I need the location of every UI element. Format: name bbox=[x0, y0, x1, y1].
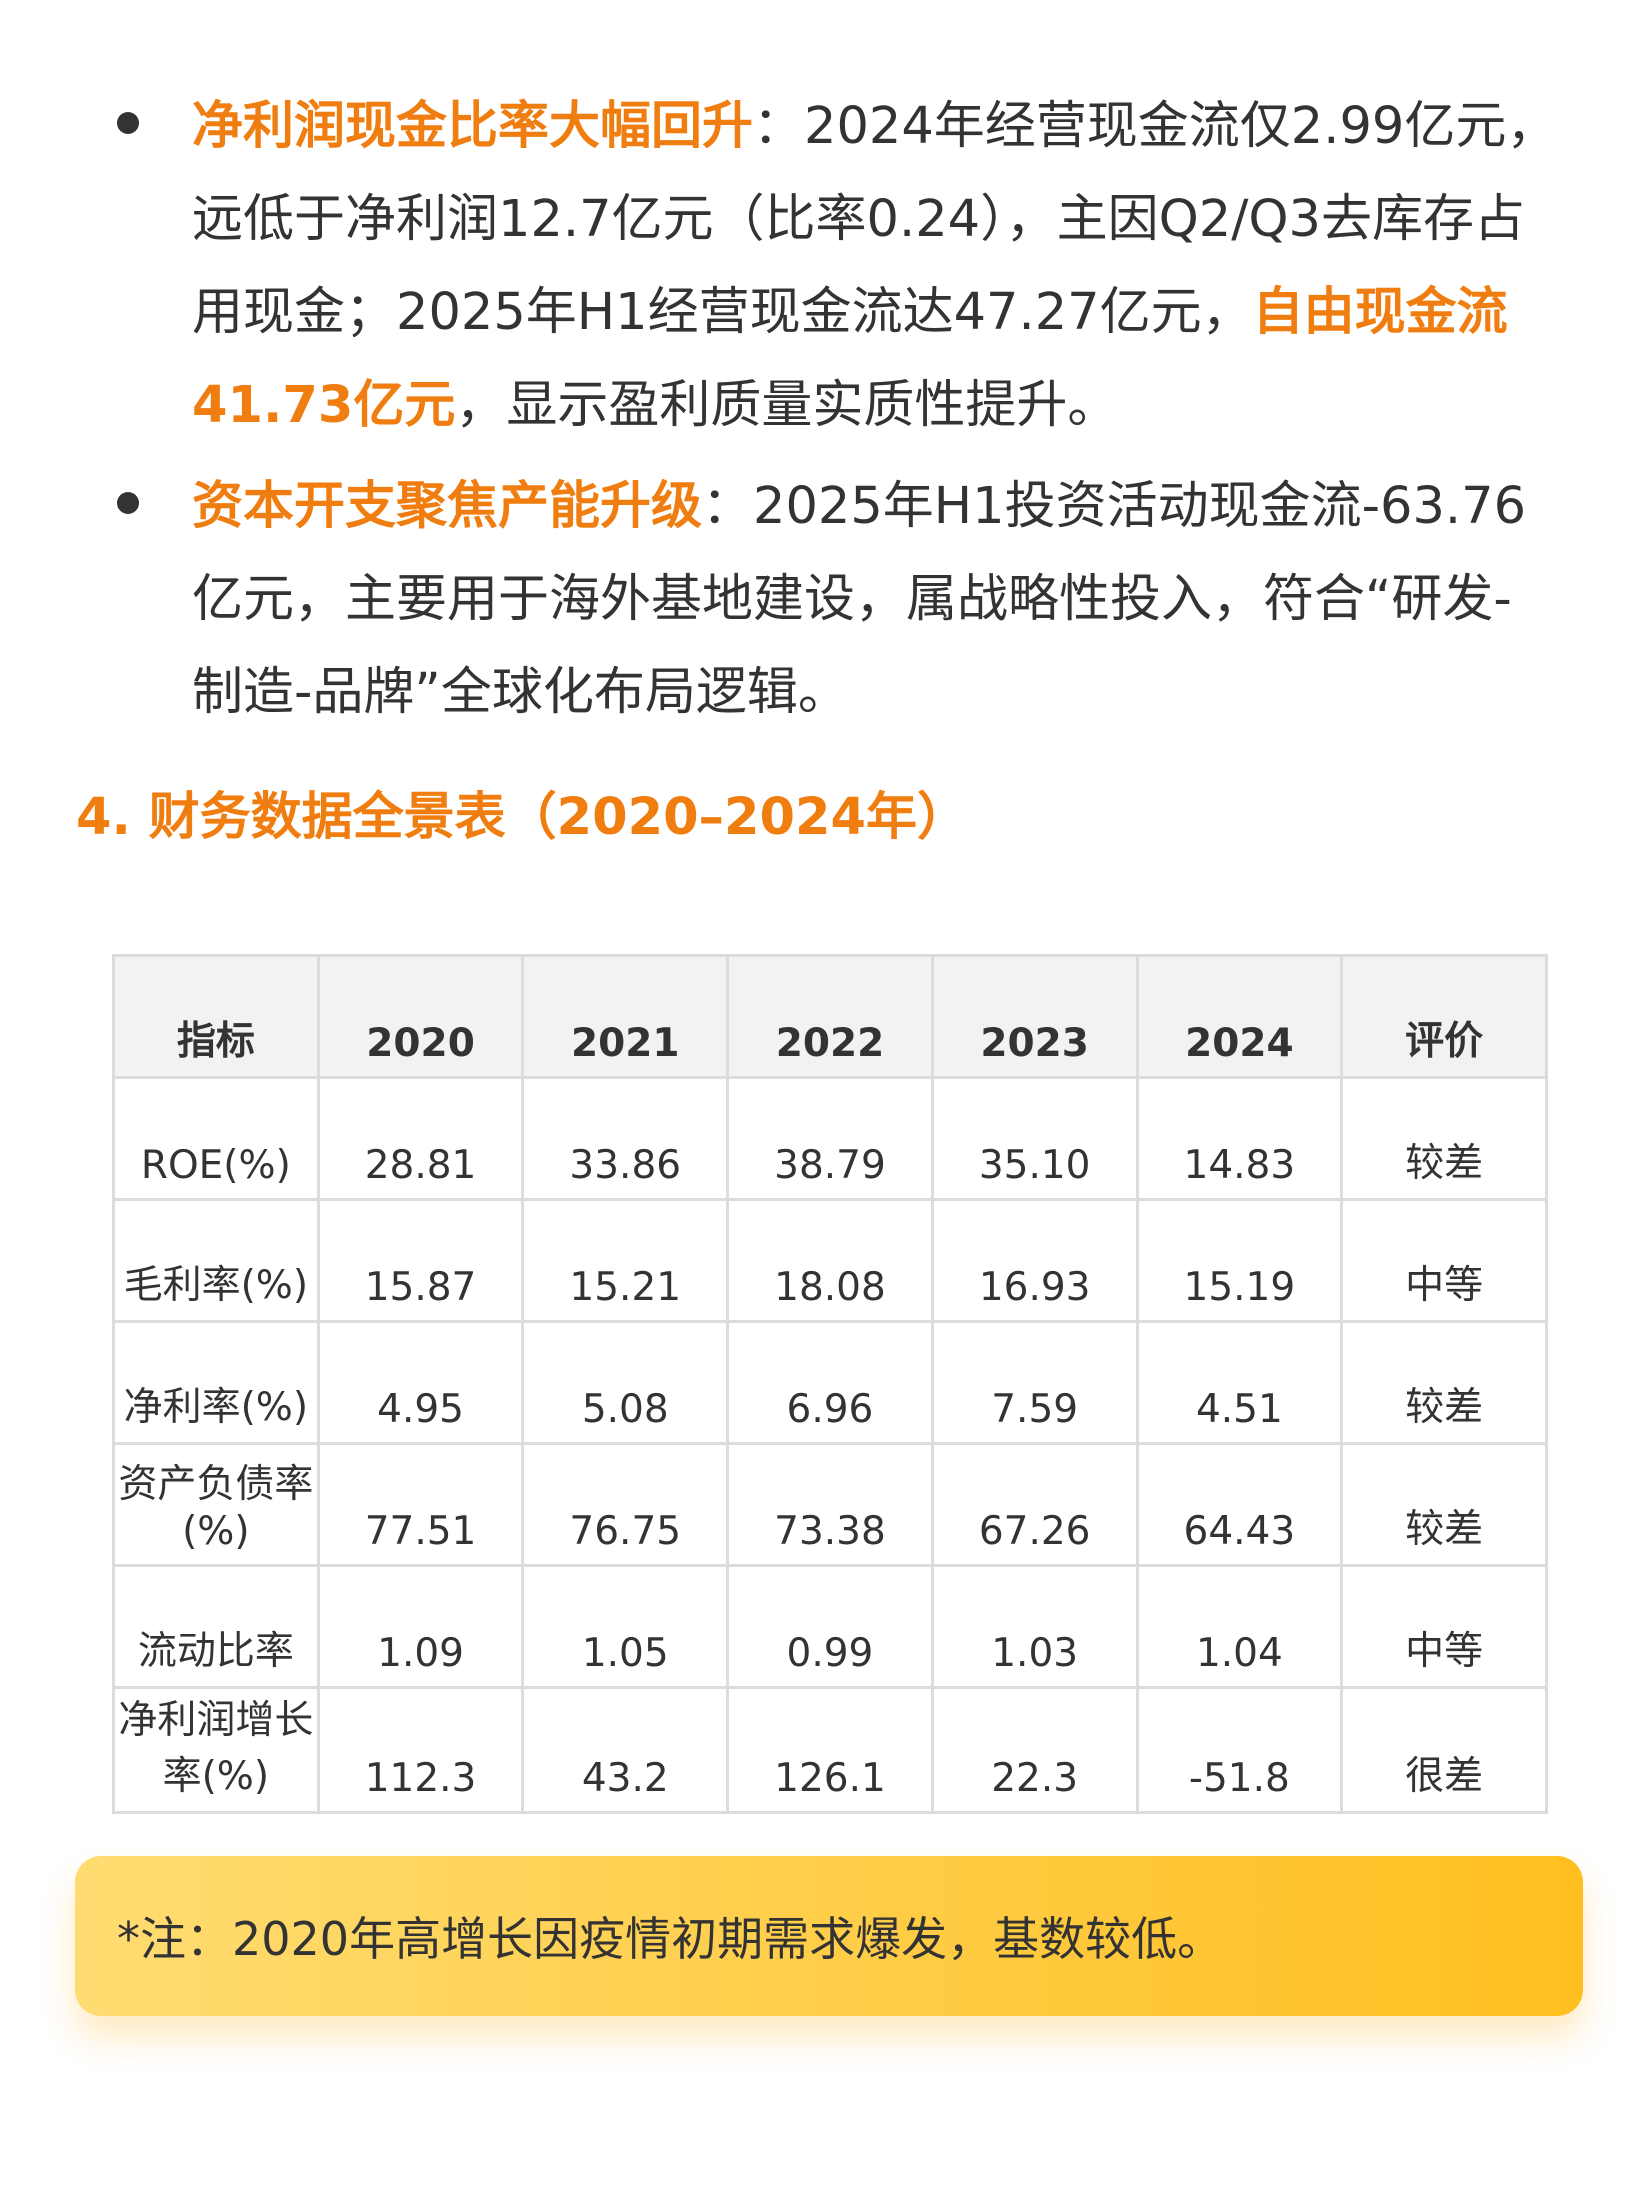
bullet-list: 净利润现金比率大幅回升：2024年经营现金流仅2.99亿元，远低于净利润12.7… bbox=[0, 80, 1650, 739]
table-cell-indicator: 流动比率 bbox=[112, 1564, 320, 1689]
bullet-text: ，显示盈利质量实质性提升。 bbox=[455, 376, 1119, 435]
bullet-highlight: 净利润现金比率大幅回升 bbox=[192, 97, 754, 156]
table-cell: 15.87 bbox=[316, 1198, 525, 1323]
table-cell: 6.96 bbox=[726, 1320, 934, 1445]
table-cell: 16.93 bbox=[930, 1198, 1139, 1323]
table-cell: 67.26 bbox=[930, 1442, 1139, 1567]
table-cell: 14.83 bbox=[1135, 1076, 1344, 1201]
table-cell-indicator: 毛利率(%) bbox=[112, 1198, 320, 1323]
table-row: 净利率(%) 4.95 5.08 6.96 7.59 4.51 较差 bbox=[112, 1320, 1548, 1445]
table-cell: 15.19 bbox=[1135, 1198, 1344, 1323]
table-cell-rating: 中等 bbox=[1340, 1198, 1548, 1323]
table-cell: 28.81 bbox=[316, 1076, 525, 1201]
table-cell: 4.95 bbox=[316, 1320, 525, 1445]
bullet-text: ：2025年H1投资活动现金流-63.76亿元，主要用于海外基地建设，属战略性投… bbox=[192, 477, 1527, 722]
table-cell: -51.8 bbox=[1135, 1686, 1344, 1814]
header-cell-2022: 2022 bbox=[726, 954, 934, 1079]
table-row: 流动比率 1.09 1.05 0.99 1.03 1.04 中等 bbox=[112, 1564, 1548, 1689]
table-cell: 112.3 bbox=[316, 1686, 525, 1814]
table-cell-rating: 较差 bbox=[1340, 1442, 1548, 1567]
table-cell: 22.3 bbox=[930, 1686, 1139, 1814]
table-cell: 43.2 bbox=[521, 1686, 730, 1814]
table-cell: 15.21 bbox=[521, 1198, 730, 1323]
table-cell: 18.08 bbox=[726, 1198, 934, 1323]
table-cell-rating: 很差 bbox=[1340, 1686, 1548, 1814]
table-cell: 1.03 bbox=[930, 1564, 1139, 1689]
table-cell-rating: 中等 bbox=[1340, 1564, 1548, 1689]
table-row: 资产负债率(%) 77.51 76.75 73.38 67.26 64.43 较… bbox=[112, 1442, 1548, 1567]
table-cell: 126.1 bbox=[726, 1686, 934, 1814]
header-cell-2021: 2021 bbox=[521, 954, 730, 1079]
table-cell: 64.43 bbox=[1135, 1442, 1344, 1567]
table-cell: 33.86 bbox=[521, 1076, 730, 1201]
table-cell-indicator: 净利率(%) bbox=[112, 1320, 320, 1445]
header-cell-2020: 2020 bbox=[316, 954, 525, 1079]
table-cell: 7.59 bbox=[930, 1320, 1139, 1445]
table-cell: 4.51 bbox=[1135, 1320, 1344, 1445]
table-cell: 0.99 bbox=[726, 1564, 934, 1689]
bullet-item-cash-ratio: 净利润现金比率大幅回升：2024年经营现金流仅2.99亿元，远低于净利润12.7… bbox=[0, 80, 1650, 452]
note-box: *注：2020年高增长因疫情初期需求爆发，基数较低。 bbox=[75, 1856, 1583, 2016]
table-cell-rating: 较差 bbox=[1340, 1076, 1548, 1201]
header-cell-rating: 评价 bbox=[1340, 954, 1548, 1079]
table-cell-indicator: ROE(%) bbox=[112, 1076, 320, 1201]
note-text: *注：2020年高增长因疫情初期需求爆发，基数较低。 bbox=[117, 1912, 1224, 1966]
financial-data-table: 指标 2020 2021 2022 2023 2024 评价 ROE(%) 28… bbox=[112, 954, 1548, 1814]
bullet-highlight: 自由现金流41.73亿元 bbox=[192, 283, 1508, 435]
bullet-dot-icon bbox=[117, 492, 139, 514]
header-cell-2024: 2024 bbox=[1135, 954, 1344, 1079]
section-title: 4. 财务数据全景表（2020–2024年） bbox=[76, 788, 969, 847]
table-cell: 1.05 bbox=[521, 1564, 730, 1689]
table-header-row: 指标 2020 2021 2022 2023 2024 评价 bbox=[112, 954, 1548, 1079]
table-cell: 35.10 bbox=[930, 1076, 1139, 1201]
bullet-text: ：2024年经营现金流仅2.99亿元，远低于净利润12.7亿元（比率0.24），… bbox=[192, 97, 1558, 342]
table-cell-indicator: 资产负债率(%) bbox=[112, 1442, 320, 1567]
table-cell-indicator: 净利润增长率(%) bbox=[112, 1686, 320, 1814]
financial-table-container: 指标 2020 2021 2022 2023 2024 评价 ROE(%) 28… bbox=[112, 954, 1548, 1814]
header-cell-2023: 2023 bbox=[930, 954, 1139, 1079]
header-cell-indicator: 指标 bbox=[112, 954, 320, 1079]
table-cell: 77.51 bbox=[316, 1442, 525, 1567]
table-cell: 73.38 bbox=[726, 1442, 934, 1567]
table-row: ROE(%) 28.81 33.86 38.79 35.10 14.83 较差 bbox=[112, 1076, 1548, 1201]
table-cell: 1.09 bbox=[316, 1564, 525, 1689]
table-row: 净利润增长率(%) 112.3 43.2 126.1 22.3 -51.8 很差 bbox=[112, 1686, 1548, 1814]
bullet-dot-icon bbox=[117, 112, 139, 134]
bullet-item-capex: 资本开支聚焦产能升级：2025年H1投资活动现金流-63.76亿元，主要用于海外… bbox=[0, 460, 1650, 739]
table-cell: 38.79 bbox=[726, 1076, 934, 1201]
table-cell: 76.75 bbox=[521, 1442, 730, 1567]
table-cell: 1.04 bbox=[1135, 1564, 1344, 1689]
table-cell-rating: 较差 bbox=[1340, 1320, 1548, 1445]
table-row: 毛利率(%) 15.87 15.21 18.08 16.93 15.19 中等 bbox=[112, 1198, 1548, 1323]
bullet-highlight: 资本开支聚焦产能升级 bbox=[192, 477, 703, 536]
table-cell: 5.08 bbox=[521, 1320, 730, 1445]
